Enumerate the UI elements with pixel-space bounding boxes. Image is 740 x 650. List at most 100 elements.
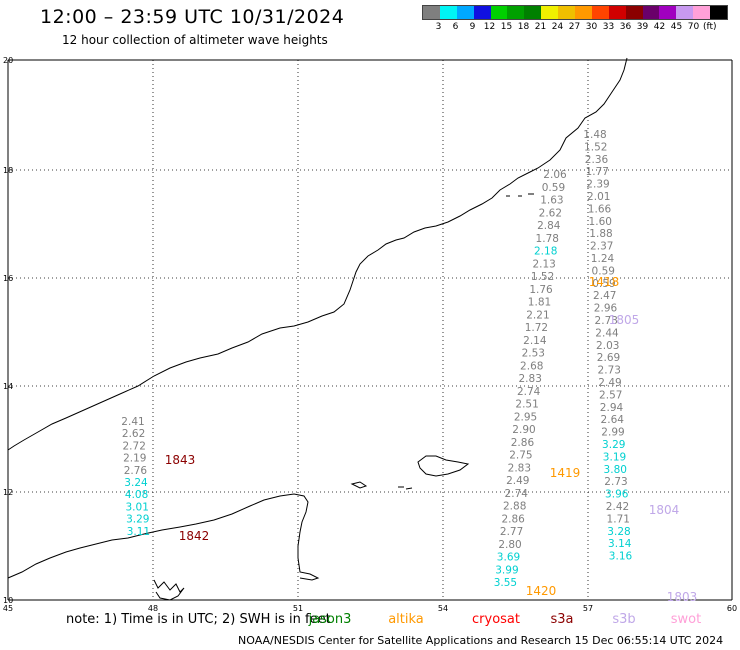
wave-height-value: 2.01 [587,191,610,203]
wave-height-value: 2.13 [532,258,555,270]
wave-height-value: 3.16 [609,551,633,563]
wave-height-value: 2.19 [123,453,146,465]
scale-swatch [693,6,711,19]
wave-height-value: 2.90 [512,424,535,436]
legend-item-s3a: s3a [550,612,574,627]
y-tick-label: 16 [3,274,13,283]
wave-height-value: 3.55 [494,577,517,589]
scale-label: 15 [500,22,513,32]
scale-label: 39 [636,22,649,32]
wave-height-value: 3.96 [605,489,629,501]
footer-note: note: 1) Time is in UTC; 2) SWH is in fe… [66,612,331,627]
map-title: 12:00 – 23:59 UTC 10/31/2024 [40,6,345,28]
wave-height-value: 1.52 [584,141,607,153]
scale-swatch [642,6,660,19]
scale-label: 33 [602,22,615,32]
wave-height-value: 2.44 [595,327,619,339]
y-tick-label: 20 [3,56,13,65]
island-small-1 [350,481,368,489]
wave-height-value: 1.78 [536,233,559,245]
scale-swatch [710,6,728,19]
island-small-2 [398,486,413,490]
wave-height-value: 2.83 [519,373,542,385]
wave-height-value: 1.72 [525,322,548,334]
island-dots [506,193,534,197]
x-tick-label: 51 [293,604,303,613]
wave-height-value: 2.64 [601,414,625,426]
wave-height-value: 1.63 [540,195,563,207]
altimeter-tracks: 2.412.622.722.192.763.244.083.013.293.11… [121,129,632,589]
scale-label: 24 [551,22,564,32]
wave-height-value: 1.88 [589,228,612,240]
wave-height-value: 3.69 [497,552,520,564]
wave-height-value: 3.19 [603,451,626,463]
wave-height-value: 2.57 [599,389,622,401]
scale-swatch [659,6,677,19]
wave-height-value: 1.24 [591,253,615,265]
wave-height-value: 2.14 [523,335,547,347]
wave-height-value: 2.75 [509,450,532,462]
scale-label: 18 [517,22,530,32]
wave-height-value: 2.94 [600,402,624,414]
satellite-pass-label: 1843 [165,453,196,467]
scale-swatch [575,6,592,19]
legend-item-jason3: jason3 [308,612,352,627]
wave-height-value: 1.60 [589,216,612,228]
wave-height-value: 2.03 [596,340,619,352]
x-tick-label: 45 [3,604,13,613]
wave-height-value: 3.29 [126,514,149,526]
scale-label: 42 [653,22,666,32]
y-tick-label: 12 [3,488,13,497]
satellite-pass-label: 1420 [526,584,557,598]
wave-height-value: 4.08 [125,489,148,501]
y-tick-label: 14 [3,382,13,391]
wave-height-value: 2.83 [508,462,531,474]
scale-swatch [456,6,474,19]
y-tick-label: 10 [3,596,13,605]
wave-height-value: 2.68 [520,360,543,372]
map-grid [7,59,733,601]
wave-height-value: 3.99 [495,564,518,576]
wave-height-value: 1.71 [607,513,630,525]
scale-swatch [439,6,457,19]
legend-item-swot: swot [670,612,702,627]
coastline [7,57,628,601]
scale-swatch [524,6,542,19]
map-subtitle: 12 hour collection of altimeter wave hei… [62,33,328,47]
wave-height-value: 0.59 [542,182,565,194]
legend-item-altika: altika [388,612,424,627]
wave-height-value: 2.49 [506,475,529,487]
scale-swatch [591,6,609,19]
wave-height-value: 3.29 [602,439,625,451]
wave-height-value: 2.47 [593,290,616,302]
scale-label: 70 [687,22,700,32]
legend-item-s3b: s3b [612,612,636,627]
satellite-pass-label: 1842 [179,529,210,543]
scale-swatch [507,6,525,19]
wave-height-value: 2.72 [123,440,146,452]
wave-height-value: 0.59 [592,265,615,277]
wave-height-value: 2.84 [537,220,561,232]
scale-swatch [423,6,440,19]
axis-tick-labels: 45 48 51 54 57 60 10 12 14 16 18 20 [3,56,737,613]
wave-height-value: 2.80 [498,539,521,551]
satellite-pass-label: 1804 [649,503,680,517]
wave-height-value: 1.77 [586,166,609,178]
wave-height-value: 2.86 [501,513,525,525]
wave-height-value: 2.74 [517,386,541,398]
wave-height-value: 3.28 [607,526,630,538]
wave-height-value: 2.69 [597,352,620,364]
wave-height-value: 3.80 [604,464,627,476]
scale-swatch [490,6,508,19]
wave-height-value: 2.77 [500,526,523,538]
scale-label: 12 [483,22,496,32]
wave-height-value: 1.66 [588,203,612,215]
wave-height-value: 1.52 [531,271,554,283]
wave-height-value: 0.59 [592,278,615,290]
wave-height-value: 2.53 [522,348,545,360]
wave-height-value: 2.86 [511,437,535,449]
scale-swatch [608,6,626,19]
legend-item-cryosat: cryosat [472,612,520,627]
scale-label: 30 [585,22,598,32]
